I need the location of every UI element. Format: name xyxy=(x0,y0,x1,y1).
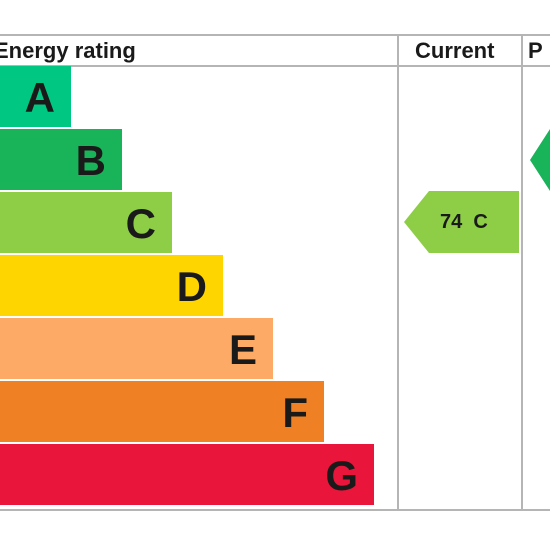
potential-column-left-border xyxy=(521,34,523,511)
current-column-left-border xyxy=(397,34,399,511)
rating-band-b: B xyxy=(0,129,122,190)
rating-band-letter: G xyxy=(325,452,358,499)
potential-rating-arrow-shape xyxy=(530,129,550,191)
rating-band-f: F xyxy=(0,381,324,442)
rating-band-letter: E xyxy=(228,326,257,373)
current-rating-arrow: 74 C xyxy=(404,191,519,253)
rating-band-letter: C xyxy=(125,200,156,247)
current-header: Current xyxy=(415,38,495,63)
header-divider xyxy=(0,65,550,67)
rating-band-letter: D xyxy=(176,263,207,310)
energy-rating-header: Energy rating xyxy=(0,38,136,63)
rating-band-letter: F xyxy=(282,389,308,436)
rating-band-d: D xyxy=(0,255,223,316)
potential-header: P xyxy=(528,38,543,63)
rating-band-e: E xyxy=(0,318,273,379)
rating-band-g: G xyxy=(0,444,374,505)
current-rating-label: 74 C xyxy=(440,211,488,233)
bottom-border xyxy=(0,509,550,511)
top-border xyxy=(0,34,550,36)
potential-rating-arrow xyxy=(530,129,550,191)
rating-band-c: C xyxy=(0,192,172,253)
rating-band-letter: B xyxy=(75,137,106,184)
rating-band-a: A xyxy=(0,66,71,127)
rating-band-letter: A xyxy=(24,74,55,121)
current-rating-arrow-shape xyxy=(404,191,519,253)
